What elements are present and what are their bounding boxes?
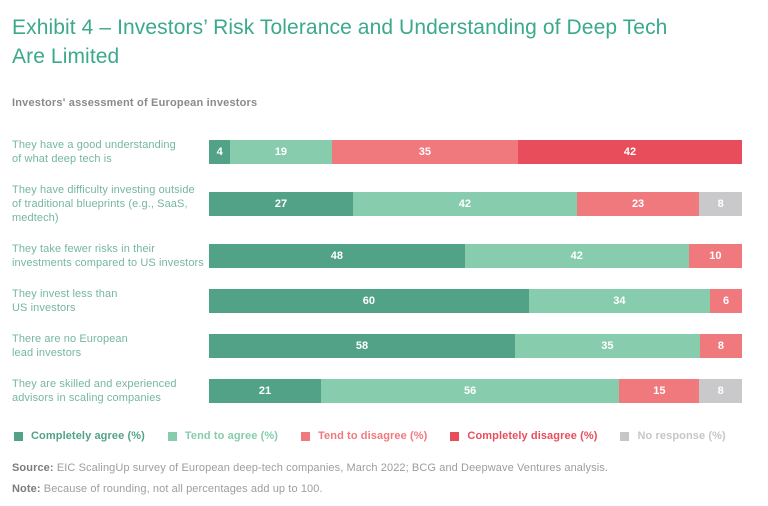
bar-segment: 48 (209, 244, 465, 268)
chart-row: They have difficulty investing outside o… (12, 183, 754, 225)
row-bar: 58 35 8 (209, 334, 742, 358)
row-label: They take fewer risks in their investmen… (12, 243, 204, 269)
legend-label: Tend to disagree (%) (318, 430, 428, 442)
exhibit-title: Exhibit 4 – Investors’ Risk Tolerance an… (12, 16, 668, 68)
bar-segment: 35 (515, 334, 700, 358)
legend-item: Tend to disagree (%) (301, 430, 427, 442)
bar-segment: 6 (710, 289, 742, 313)
row-bar: 27 42 23 8 (209, 192, 742, 216)
legend-swatch-icon (14, 431, 23, 441)
row-bar: 21 56 15 8 (209, 379, 743, 403)
chart-row: They invest less than US investors 60 34 6 (12, 287, 754, 315)
chart-subtitle: Investors' assessment of European invest… (12, 97, 258, 109)
bar-segment: 23 (576, 192, 700, 216)
legend-label: Completely disagree (%) (467, 430, 598, 442)
bar-segment: 8 (699, 192, 742, 216)
row-label: They invest less than US investors (12, 288, 118, 314)
row-label: They are skilled and experienced advisor… (12, 378, 177, 404)
bar-segment: 60 (209, 289, 529, 313)
bar-segment: 10 (688, 244, 742, 268)
bar-segment: 27 (209, 192, 353, 216)
bar-segment: 8 (699, 334, 742, 358)
bar-segment: 34 (528, 289, 711, 313)
legend-swatch-icon (450, 431, 460, 441)
bar-segment: 58 (209, 334, 516, 358)
bar-segment: 42 (352, 192, 577, 216)
source-line: Source: EIC ScalingUp survey of European… (12, 462, 754, 474)
row-label: They have difficulty investing outside o… (12, 184, 195, 224)
bar-segment: 21 (209, 379, 321, 403)
chart-legend: Completely agree (%) Tend to agree (%) Ten… (14, 430, 754, 442)
legend-label: Tend to agree (%) (184, 430, 279, 442)
bar-segment: 35 (331, 140, 519, 164)
note-label: Note: (12, 483, 41, 495)
note-line: Note: Because of rounding, not all perce… (12, 483, 754, 495)
chart-row: They are skilled and experienced advisor… (12, 377, 754, 405)
bar-segment: 15 (619, 379, 700, 403)
bar-segment: 42 (464, 244, 689, 268)
legend-label: No response (%) (637, 430, 726, 442)
bar-segment: 56 (320, 379, 620, 403)
stacked-bar-chart: They have a good understanding of what d… (12, 138, 754, 405)
row-bar: 60 34 6 (209, 289, 742, 313)
legend-item: Completely disagree (%) (450, 430, 597, 442)
legend-swatch-icon (301, 431, 311, 441)
footnotes: Source: EIC ScalingUp survey of European… (12, 462, 754, 495)
legend-item: Completely agree (%) (14, 430, 145, 442)
note-text: Because of rounding, not all percentages… (43, 483, 323, 495)
row-bar: 4 19 35 42 (209, 140, 742, 164)
bar-segment: 8 (699, 379, 743, 403)
chart-row: They take fewer risks in their investmen… (12, 242, 754, 270)
row-bar: 48 42 10 (209, 244, 742, 268)
legend-swatch-icon (620, 431, 630, 441)
legend-item: Tend to agree (%) (167, 430, 279, 442)
legend-label: Completely agree (%) (31, 430, 145, 442)
source-text: EIC ScalingUp survey of European deep-te… (56, 462, 609, 474)
source-label: Source: (12, 462, 54, 474)
row-label: They have a good understanding of what d… (12, 139, 176, 165)
bar-segment: 4 (209, 140, 231, 164)
bar-segment: 19 (230, 140, 332, 164)
chart-row: They have a good understanding of what d… (12, 138, 754, 166)
bar-segment: 42 (518, 140, 742, 164)
legend-item: No response (%) (620, 430, 726, 442)
legend-swatch-icon (167, 431, 177, 441)
chart-row: There are no European lead investors 58 35… (12, 332, 754, 360)
row-label: There are no European lead investors (12, 333, 128, 359)
